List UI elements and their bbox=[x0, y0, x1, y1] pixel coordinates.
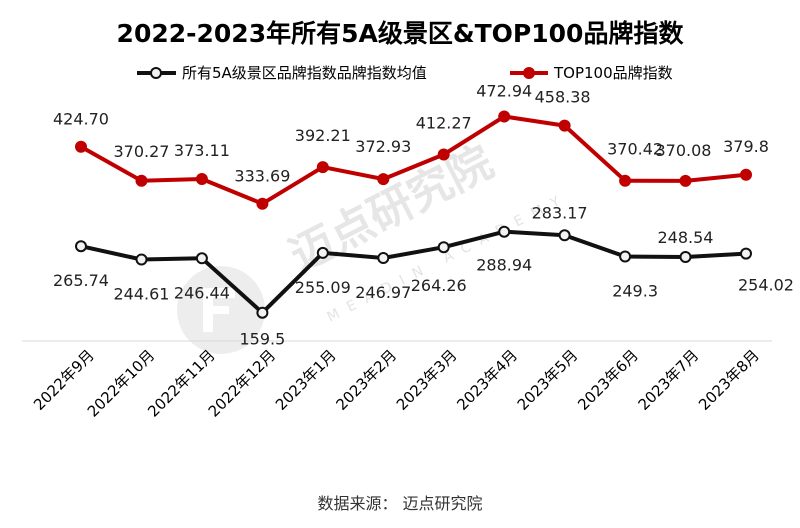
data-point bbox=[316, 246, 329, 259]
data-point bbox=[75, 240, 87, 253]
data-label: 255.09 bbox=[295, 278, 351, 297]
data-point bbox=[75, 140, 87, 153]
data-label: 254.02 bbox=[738, 276, 794, 295]
legend-item-avg: 所有5A级景区品牌指数品牌指数均值 bbox=[137, 64, 427, 82]
data-point bbox=[135, 253, 148, 266]
data-label: 159.5 bbox=[239, 330, 285, 349]
x-tick-label: 2023年3月 bbox=[393, 346, 461, 414]
data-point bbox=[377, 252, 390, 264]
data-label: 373.11 bbox=[174, 141, 230, 160]
x-tick-label: 2023年8月 bbox=[695, 346, 763, 414]
legend-label-avg: 所有5A级景区品牌指数品牌指数均值 bbox=[182, 64, 427, 82]
data-point bbox=[740, 168, 752, 181]
data-label: 370.42 bbox=[607, 140, 663, 159]
x-tick-label: 2023年4月 bbox=[453, 346, 521, 414]
data-point bbox=[195, 252, 208, 265]
legend-item-top100: TOP100品牌指数 bbox=[510, 64, 673, 82]
legend: 所有5A级景区品牌指数品牌指数均值 TOP100品牌指数 bbox=[137, 64, 673, 82]
x-tick-label: 2023年7月 bbox=[635, 346, 703, 414]
data-label: 370.27 bbox=[114, 142, 170, 161]
series-layer: 265.74 244.61 246.44 159.5 255.09 246.97 264.2… bbox=[53, 82, 794, 349]
series-0: 265.74 244.61 246.44 159.5 255.09 246.97 264.2… bbox=[53, 203, 794, 348]
data-point bbox=[437, 148, 450, 161]
x-tick-label: 2023年1月 bbox=[272, 346, 340, 414]
data-label: 370.08 bbox=[656, 141, 712, 160]
data-point bbox=[437, 241, 450, 254]
data-point bbox=[256, 306, 269, 319]
data-point bbox=[498, 225, 511, 238]
legend-label-top100: TOP100品牌指数 bbox=[553, 64, 673, 82]
data-label: 249.3 bbox=[612, 282, 658, 301]
data-label: 458.38 bbox=[535, 88, 591, 107]
data-label: 265.74 bbox=[53, 271, 109, 290]
data-point bbox=[135, 174, 148, 187]
data-label: 412.27 bbox=[416, 114, 472, 133]
data-point bbox=[619, 250, 632, 263]
series-line-0 bbox=[80, 229, 747, 315]
data-point bbox=[619, 174, 632, 187]
data-label: 246.97 bbox=[355, 283, 411, 302]
watermark-logo-icon bbox=[177, 266, 265, 354]
source-note: 数据来源： 迈点研究院 bbox=[317, 494, 482, 513]
data-label: 392.21 bbox=[295, 126, 351, 145]
data-label: 372.93 bbox=[355, 137, 411, 156]
data-point bbox=[377, 173, 390, 186]
data-label: 379.8 bbox=[723, 137, 769, 156]
x-tick-label: 2023年5月 bbox=[514, 346, 582, 414]
data-point bbox=[558, 229, 571, 242]
series-line-1 bbox=[80, 114, 747, 206]
data-point bbox=[679, 174, 692, 187]
data-label: 333.69 bbox=[234, 167, 290, 186]
data-point bbox=[740, 247, 752, 260]
data-label: 424.70 bbox=[53, 110, 109, 129]
data-label: 472.94 bbox=[476, 82, 532, 101]
data-point bbox=[256, 197, 269, 210]
x-tick-label: 2023年2月 bbox=[332, 346, 400, 414]
data-label: 283.17 bbox=[532, 203, 588, 222]
x-tick-label: 2023年6月 bbox=[574, 346, 642, 414]
data-point bbox=[558, 119, 571, 132]
data-label: 264.26 bbox=[411, 276, 467, 295]
data-point bbox=[195, 173, 208, 185]
data-label: 248.54 bbox=[658, 228, 714, 247]
data-point bbox=[316, 161, 329, 174]
x-axis-ticks: 2022年9月2022年10月2022年11月2022年12月2023年1月20… bbox=[30, 346, 763, 420]
data-point bbox=[498, 110, 511, 123]
data-label: 288.94 bbox=[476, 256, 532, 275]
data-label: 244.61 bbox=[114, 285, 170, 304]
data-point bbox=[679, 251, 692, 263]
data-label: 246.44 bbox=[174, 283, 230, 302]
chart-title: 2022-2023年所有5A级景区&TOP100品牌指数 bbox=[117, 19, 685, 48]
